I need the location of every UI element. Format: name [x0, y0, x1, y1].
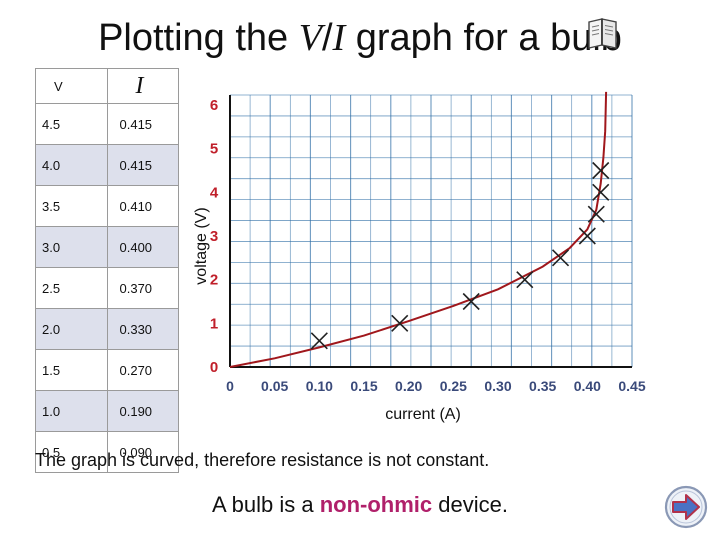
fitted-curve [229, 91, 608, 368]
voltage-cell: 2.0 [35, 308, 108, 350]
current-cell: 0.415 [106, 103, 179, 145]
x-tick-label: 0.30 [484, 378, 511, 394]
data-point [578, 227, 596, 245]
x-axis-title: current (A) [385, 406, 461, 423]
voltage-cell: 3.5 [35, 185, 108, 227]
table-row: 3.0 0.400 [35, 226, 179, 268]
table-row: 1.5 0.270 [35, 349, 179, 391]
x-tick-label: 0.10 [306, 378, 333, 394]
current-cell: 0.330 [106, 308, 179, 350]
data-point [551, 249, 570, 267]
data-point [310, 332, 328, 350]
current-cell: 0.400 [106, 226, 179, 268]
x-tick-label: 0.20 [395, 378, 422, 394]
table-row: 3.5 0.410 [35, 185, 179, 227]
y-tick-label: 2 [210, 272, 218, 289]
table-row: 4.5 0.415 [35, 103, 179, 145]
x-tick-label: 0.25 [440, 378, 467, 394]
current-cell: 0.090 [106, 431, 179, 473]
current-cell: 0.410 [106, 185, 179, 227]
voltage-cell: 0.5 [35, 431, 108, 473]
voltage-cell: 2.5 [35, 267, 108, 309]
x-tick-label: 0.40 [574, 378, 601, 394]
data-table: V I 4.5 0.415 4.0 0.415 3.5 0.410 3.0 0.400 … [35, 68, 179, 473]
y-axis-title: voltage (V) [193, 207, 210, 284]
data-point [587, 205, 605, 223]
book-icon [588, 18, 617, 49]
voltage-cell: 1.0 [35, 390, 108, 432]
y-tick-label: 3 [210, 228, 218, 245]
current-cell: 0.190 [106, 390, 179, 432]
y-tick-label: 0 [210, 359, 218, 376]
column-header-voltage: V [35, 68, 108, 104]
x-tick-label: 0.05 [261, 378, 288, 394]
vi-chart: 0 0.05 0.10 0.15 0.20 0.25 0.30 0.35 0.40 0.45 0 1 2… [193, 91, 646, 423]
table-row: 4.0 0.415 [35, 144, 179, 186]
conclusion-text: A bulb is a non-ohmic device. [212, 492, 508, 517]
non-ohmic-highlight: non-ohmic [319, 492, 433, 517]
y-tick-label: 6 [210, 97, 218, 114]
x-tick-label: 0 [226, 378, 234, 394]
voltage-cell: 1.5 [35, 349, 108, 391]
data-point [391, 314, 409, 332]
voltage-cell: 4.5 [35, 103, 108, 145]
x-tick-label: 0.45 [618, 378, 645, 394]
current-cell: 0.270 [106, 349, 179, 391]
next-arrow-icon[interactable] [664, 485, 708, 529]
voltage-cell: 4.0 [35, 144, 108, 186]
y-tick-label: 4 [210, 184, 219, 201]
voltage-cell: 3.0 [35, 226, 108, 268]
caption-text: The graph is curved, therefore resistanc… [35, 450, 490, 470]
x-tick-label: 0.15 [350, 378, 377, 394]
current-cell: 0.415 [106, 144, 179, 186]
data-point [592, 183, 610, 201]
page-title: Plotting the V/I graph for a bulb [98, 17, 622, 59]
table-row: 2.5 0.370 [35, 267, 179, 309]
table-row: 1.0 0.190 [35, 390, 179, 432]
data-point [462, 292, 480, 311]
table-header-row: V I [35, 68, 179, 104]
current-cell: 0.370 [106, 267, 179, 309]
data-point [516, 271, 534, 289]
x-tick-label: 0.35 [529, 378, 556, 394]
table-row: 2.0 0.330 [35, 308, 179, 350]
y-tick-label: 1 [210, 315, 218, 332]
column-header-current: I [106, 68, 179, 104]
table-row: 0.5 0.090 [35, 431, 179, 473]
data-point [592, 161, 610, 180]
y-tick-label: 5 [210, 141, 218, 158]
